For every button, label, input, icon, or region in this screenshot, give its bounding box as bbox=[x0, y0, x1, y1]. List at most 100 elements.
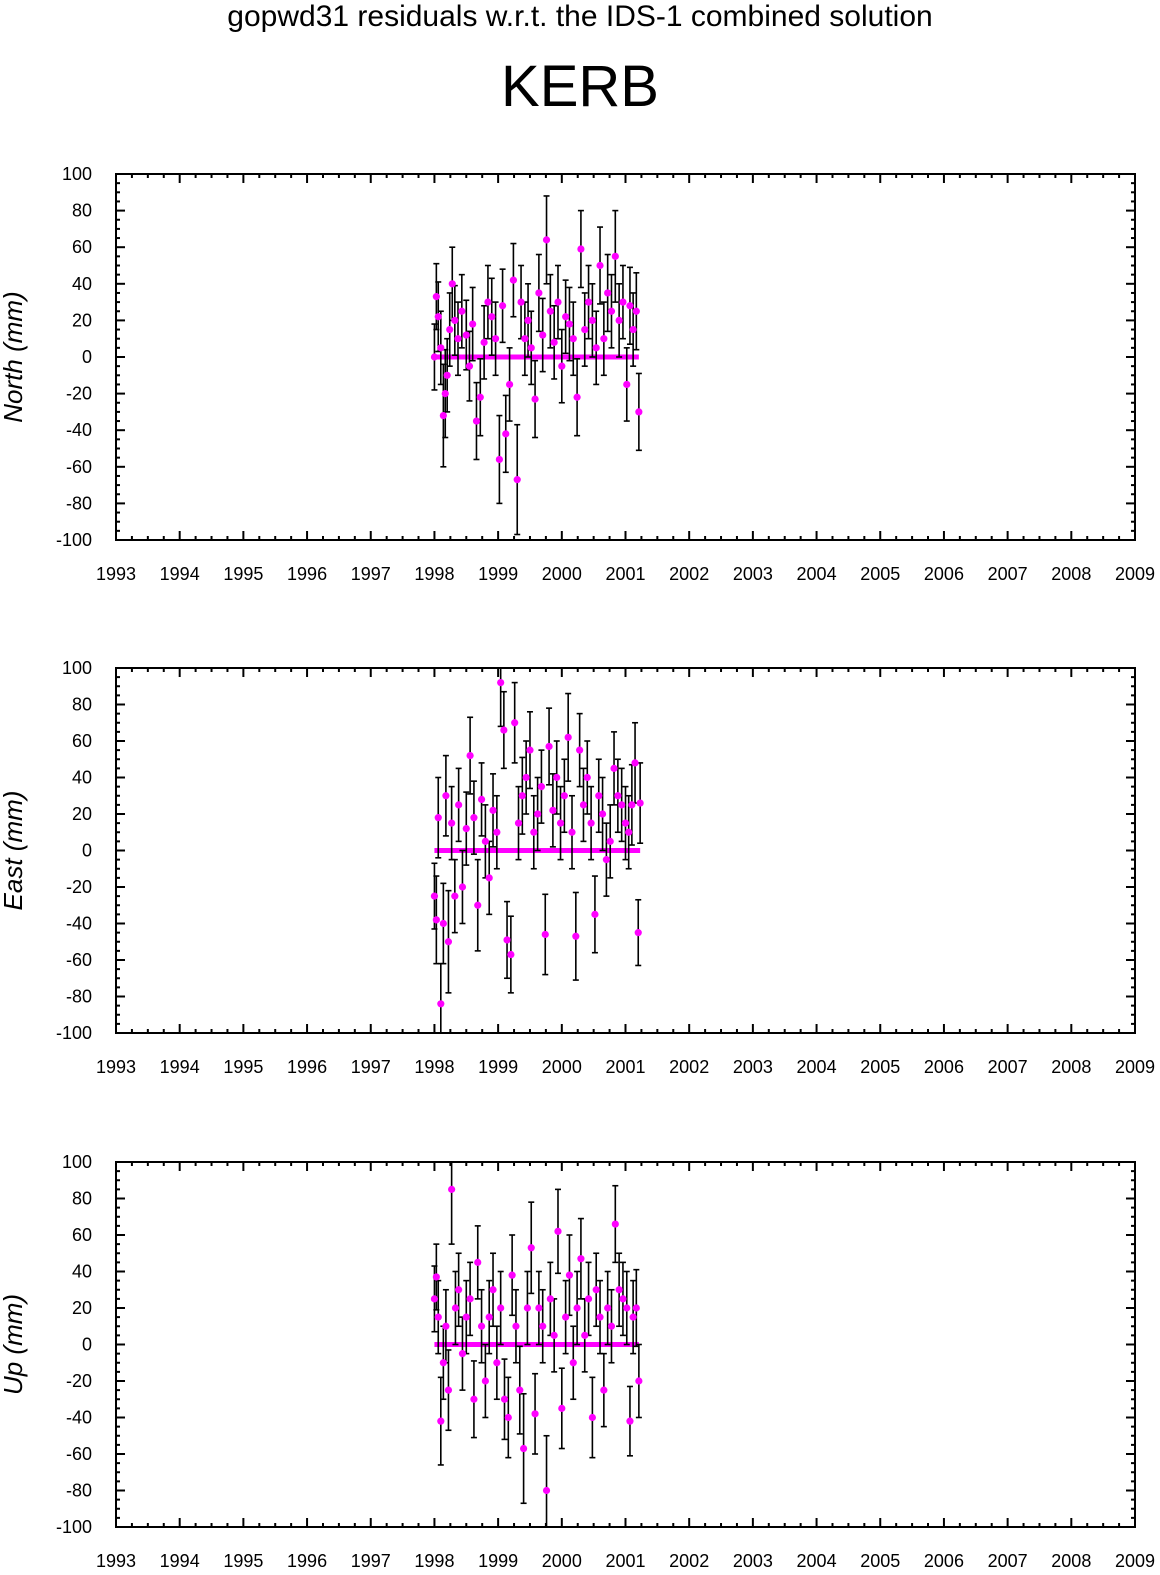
data-point bbox=[470, 1395, 478, 1403]
x-tick-label: 2001 bbox=[605, 1551, 645, 1571]
data-point bbox=[527, 1244, 535, 1252]
x-tick-label: 2002 bbox=[669, 1057, 709, 1077]
data-point bbox=[432, 293, 440, 301]
data-point bbox=[458, 883, 467, 891]
data-point bbox=[623, 380, 631, 389]
data-point bbox=[572, 932, 580, 940]
data-point bbox=[497, 679, 505, 687]
x-tick-label: 2000 bbox=[542, 1057, 582, 1077]
x-tick-label: 2008 bbox=[1051, 1551, 1091, 1571]
data-point bbox=[583, 773, 591, 782]
data-point bbox=[477, 1322, 486, 1330]
y-axis-ticks bbox=[116, 173, 1135, 541]
x-tick-label: 2004 bbox=[797, 564, 837, 584]
data-point bbox=[502, 430, 510, 438]
data-point bbox=[534, 810, 542, 818]
data-point bbox=[587, 819, 595, 827]
x-tick-label: 2001 bbox=[605, 1057, 645, 1077]
data-point bbox=[577, 245, 585, 253]
x-tick-label: 1994 bbox=[160, 1057, 200, 1077]
data-point bbox=[454, 335, 462, 343]
data-point bbox=[636, 799, 644, 807]
y-tick-label: -80 bbox=[66, 987, 92, 1007]
y-axis-label: East (mm) bbox=[0, 791, 28, 911]
x-tick-label: 2004 bbox=[797, 1057, 837, 1077]
data-point bbox=[437, 344, 445, 352]
data-point bbox=[508, 1271, 516, 1279]
data-point bbox=[565, 320, 574, 328]
y-tick-label: 100 bbox=[62, 164, 92, 184]
x-tick-label: 2007 bbox=[988, 1551, 1028, 1571]
data-point bbox=[500, 726, 508, 734]
y-tick-label: -100 bbox=[56, 1023, 92, 1043]
x-tick-label: 1997 bbox=[351, 1551, 391, 1571]
data-point bbox=[462, 1313, 470, 1321]
data-point bbox=[562, 313, 570, 321]
y-tick-label: -100 bbox=[56, 1517, 92, 1537]
y-tick-label: 40 bbox=[72, 1262, 92, 1282]
data-point bbox=[634, 929, 642, 937]
data-point bbox=[504, 1413, 512, 1422]
y-tick-label: 0 bbox=[82, 1335, 92, 1355]
data-point bbox=[432, 916, 440, 924]
x-tick-label: 1996 bbox=[287, 564, 327, 584]
x-tick-label: 1998 bbox=[414, 1057, 454, 1077]
data-point bbox=[489, 1286, 497, 1294]
data-point bbox=[466, 752, 474, 760]
data-point bbox=[439, 919, 447, 928]
data-point bbox=[535, 289, 543, 297]
data-point bbox=[581, 1331, 589, 1339]
x-tick-label: 2005 bbox=[860, 1551, 900, 1571]
data-point bbox=[448, 819, 456, 827]
data-point bbox=[615, 1286, 623, 1294]
x-tick-label: 2009 bbox=[1115, 564, 1155, 584]
data-point bbox=[430, 892, 439, 900]
data-point bbox=[581, 325, 589, 334]
y-tick-label: -100 bbox=[56, 530, 92, 550]
data-point bbox=[516, 1386, 524, 1394]
data-point bbox=[611, 252, 619, 260]
data-point bbox=[606, 837, 614, 845]
y-tick-label: -80 bbox=[66, 1481, 92, 1501]
data-point bbox=[443, 371, 451, 379]
x-tick-label: 1995 bbox=[223, 1551, 263, 1571]
data-point bbox=[604, 1304, 612, 1312]
data-point bbox=[480, 338, 488, 346]
data-point bbox=[607, 307, 616, 315]
data-point bbox=[623, 1304, 631, 1312]
data-point bbox=[448, 1185, 456, 1193]
data-point bbox=[591, 910, 599, 918]
data-point bbox=[546, 307, 554, 315]
data-point bbox=[562, 1313, 570, 1321]
data-point bbox=[553, 773, 561, 782]
data-point bbox=[437, 1417, 445, 1425]
data-point bbox=[615, 316, 623, 324]
data-point bbox=[432, 1273, 440, 1281]
data-point bbox=[565, 1271, 574, 1279]
x-tick-label: 2004 bbox=[797, 1551, 837, 1571]
y-tick-label: 60 bbox=[72, 731, 92, 751]
y-tick-label: 0 bbox=[82, 841, 92, 861]
data-points bbox=[430, 1185, 643, 1495]
data-point bbox=[619, 1295, 627, 1303]
data-point bbox=[503, 936, 511, 944]
y-axis-label: Up (mm) bbox=[0, 1294, 28, 1395]
data-point bbox=[491, 335, 500, 343]
data-point bbox=[498, 302, 507, 310]
x-tick-label: 2006 bbox=[924, 1551, 964, 1571]
data-point bbox=[556, 819, 565, 827]
x-tick-label: 2008 bbox=[1051, 564, 1091, 584]
data-point bbox=[439, 411, 447, 420]
data-points bbox=[430, 236, 643, 484]
y-tick-label: -80 bbox=[66, 493, 92, 513]
data-point bbox=[588, 1413, 596, 1422]
data-point bbox=[569, 1359, 577, 1367]
data-point bbox=[458, 307, 466, 315]
y-tick-label: 20 bbox=[72, 804, 92, 824]
data-point bbox=[523, 1304, 532, 1312]
x-tick-label: 2003 bbox=[733, 1057, 773, 1077]
data-point bbox=[596, 261, 604, 270]
data-point bbox=[537, 783, 546, 791]
data-point bbox=[507, 950, 515, 959]
y-tick-label: -60 bbox=[66, 950, 92, 970]
